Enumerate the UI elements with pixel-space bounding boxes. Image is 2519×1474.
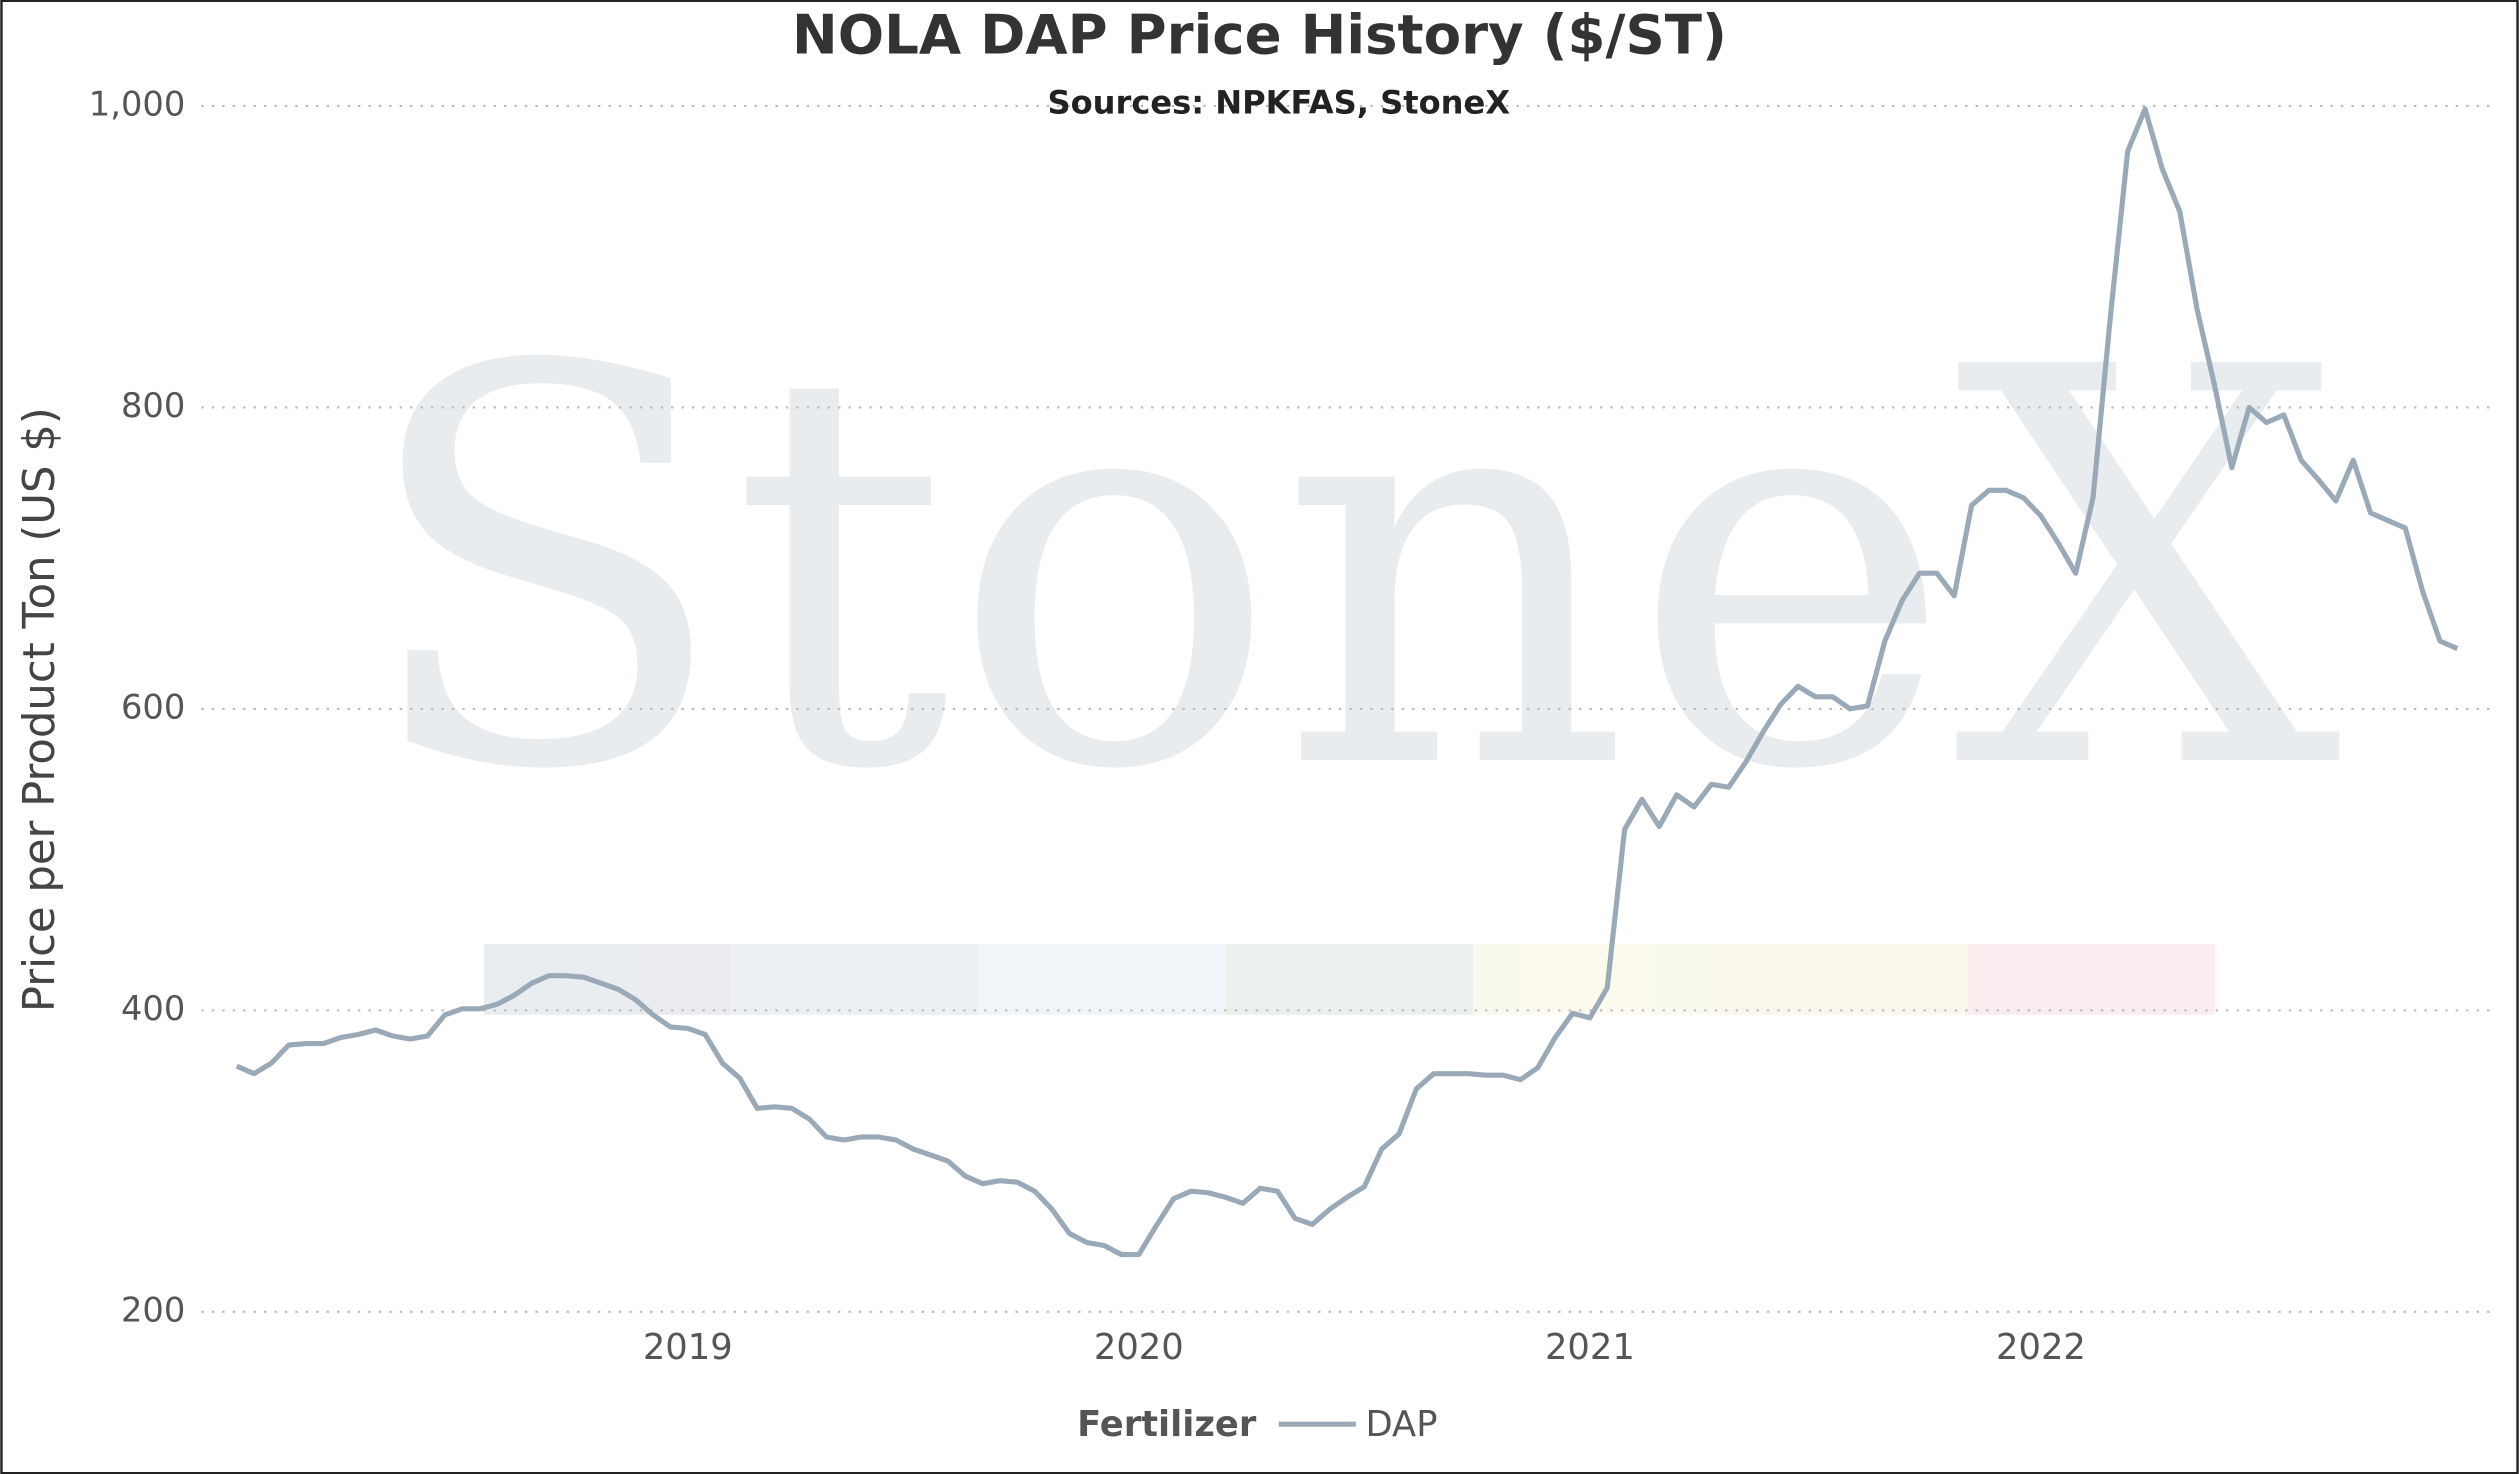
- band: [731, 944, 979, 1015]
- y-axis-title: Price per Product Ton (US $): [15, 407, 65, 1012]
- y-tick-label: 400: [121, 989, 185, 1028]
- band: [1967, 944, 2215, 1015]
- data-line: [235, 106, 2459, 1258]
- y-tick-label: 600: [121, 687, 185, 726]
- x-tick-label: 2022: [1996, 1327, 2086, 1368]
- chart-subtitle: Sources: NPKFAS, StoneX: [1047, 83, 1510, 121]
- y-tick-label: 1,000: [89, 84, 186, 123]
- chart-title: NOLA DAP Price History ($/ST): [792, 3, 1727, 67]
- band: [1225, 944, 1474, 1015]
- plot: [235, 106, 2459, 1258]
- watermark: StoneX: [357, 253, 2346, 889]
- x-tick-label: 2021: [1545, 1327, 1635, 1368]
- y-tick-label: 800: [121, 386, 185, 425]
- legend-title: Fertilizer: [1077, 1404, 1257, 1445]
- band: [483, 944, 732, 1015]
- y-tick-label: 200: [121, 1290, 185, 1329]
- band: [1720, 944, 1968, 1015]
- x-tick-label: 2020: [1094, 1327, 1184, 1368]
- x-tick-label: 2019: [643, 1327, 733, 1368]
- legend-label: DAP: [1365, 1404, 1437, 1445]
- band: [978, 944, 1226, 1015]
- watermark-band: [483, 944, 2215, 1015]
